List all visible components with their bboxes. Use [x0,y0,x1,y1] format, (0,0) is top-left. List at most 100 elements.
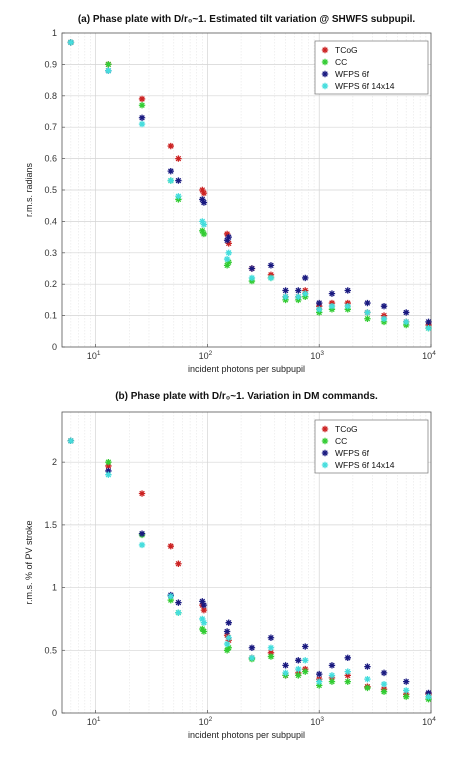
y-tick-label: 1 [52,583,57,593]
x-axis-label: incident photons per subpupil [188,730,305,740]
data-point [282,287,289,294]
data-point [199,186,206,194]
data-point [364,309,371,316]
data-point [200,221,208,228]
data-point [199,615,206,623]
data-point [302,643,309,650]
x-axis-label: incident photons per subpupil [188,364,305,374]
data-point [267,644,275,651]
data-point [282,293,289,300]
data-point [223,262,231,269]
data-point [138,114,146,121]
y-tick-label: 0 [52,342,57,352]
data-point [138,490,146,497]
data-point [138,120,146,128]
y-axis-label: r.m.s. radians [24,162,34,217]
data-point [105,471,112,478]
y-tick-label: 0.3 [44,248,57,258]
data-point [364,675,371,683]
data-point [302,274,309,282]
legend-label: TCoG [335,424,358,434]
x-tick-label: 103 [310,716,324,727]
data-point [105,61,112,68]
data-point [248,265,256,272]
legend-label: WFPS 6f [335,69,370,79]
y-tick-label: 2 [52,457,57,467]
data-point [248,654,256,662]
y-tick-label: 0.7 [44,122,57,132]
legend: TCoG CC WFPS 6f WFPS 6f 14x14 [314,419,429,474]
data-point [267,262,275,269]
data-point [267,634,275,641]
data-point [302,668,309,675]
data-point [225,240,232,247]
data-point [316,678,323,685]
data-point [316,306,323,313]
data-point [316,670,323,678]
data-point [328,290,336,297]
data-point [403,693,410,700]
data-point [167,593,174,600]
data-point [225,634,232,641]
legend-box [314,40,429,95]
data-point [380,315,388,322]
data-point [248,274,256,282]
data-point [328,678,336,685]
data-point [200,199,208,206]
data-point [138,95,146,103]
data-point [403,309,410,316]
legend-label: WFPS 6f [335,448,370,458]
y-tick-label: 0.8 [44,91,57,101]
legend: TCoG CC WFPS 6f WFPS 6f 14x14 [314,40,429,95]
data-point [200,606,208,614]
data-point [344,672,351,679]
data-point [223,628,231,635]
data-point [67,39,75,46]
data-point [199,598,206,605]
data-point [175,177,182,184]
data-point [425,324,432,332]
data-point [199,196,206,203]
y-tick-label: 0.6 [44,154,57,164]
data-point [344,678,351,685]
data-point [295,287,302,294]
data-point [105,67,112,74]
data-point [403,678,410,685]
y-tick-label: 0 [52,708,57,718]
legend-marker [321,425,329,433]
grid [62,33,431,347]
data-point [175,599,182,606]
data-point [167,167,174,175]
data-point [175,155,182,162]
x-tick-label: 102 [199,350,213,361]
data-point [302,657,309,664]
data-point [223,640,231,648]
data-point [225,259,232,266]
data-point [282,662,289,669]
data-point [364,299,371,307]
legend-label: CC [335,57,347,67]
x-tick-label: 104 [422,350,436,361]
legend-label: TCoG [335,45,358,55]
data-point [344,668,351,675]
chart-title: (b) Phase plate with D/r₀~1. Variation i… [115,391,378,402]
data-point [316,682,323,689]
data-point [295,657,302,664]
data-point [138,530,146,537]
series-wfps-6f [67,437,432,697]
y-tick-label: 0.4 [44,216,57,226]
data-point [167,142,174,150]
legend-marker [321,58,329,66]
data-point [425,689,432,697]
data-point [425,693,432,700]
y-tick-label: 0.5 [44,645,57,655]
data-point [364,684,371,692]
x-tick-label: 101 [87,350,101,361]
data-point [380,680,388,688]
data-point [175,560,182,567]
data-point [200,230,208,238]
data-point [199,227,206,235]
data-point [364,315,371,322]
data-point [267,653,275,660]
